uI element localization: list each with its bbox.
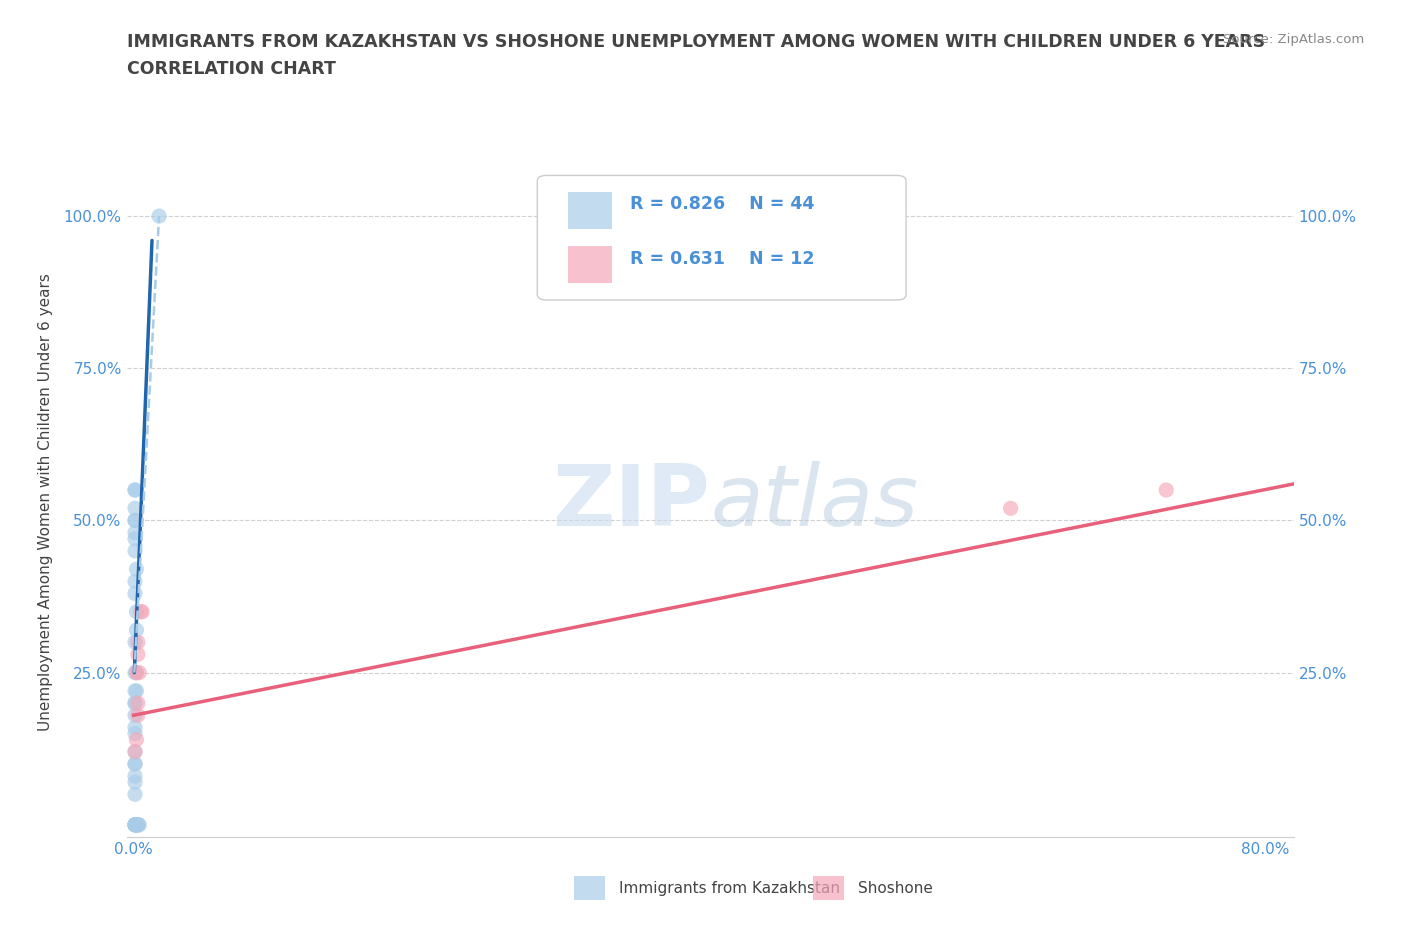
Point	[128, 817, 150, 832]
Text: Source: ZipAtlas.com: Source: ZipAtlas.com	[1223, 33, 1364, 46]
Point	[124, 586, 146, 601]
Point	[127, 647, 149, 662]
Text: Shoshone: Shoshone	[858, 881, 932, 896]
Point	[124, 744, 146, 759]
Point	[124, 483, 146, 498]
Point	[125, 562, 148, 577]
Point	[129, 604, 152, 619]
Point	[124, 574, 146, 589]
Point	[125, 665, 148, 680]
Bar	[568, 246, 612, 283]
Point	[125, 665, 148, 680]
Point	[124, 635, 146, 650]
Point	[124, 817, 146, 832]
Point	[124, 769, 146, 784]
Point	[124, 665, 146, 680]
Point	[125, 817, 148, 832]
Point	[124, 744, 146, 759]
Y-axis label: Unemployment Among Women with Children Under 6 years: Unemployment Among Women with Children U…	[38, 273, 52, 731]
Point	[127, 817, 149, 832]
Point	[124, 501, 146, 516]
Point	[127, 696, 149, 711]
Point	[124, 525, 146, 540]
Point	[125, 817, 148, 832]
Point	[124, 787, 146, 802]
Point	[124, 543, 146, 558]
FancyBboxPatch shape	[537, 176, 905, 300]
Point	[124, 696, 146, 711]
Text: IMMIGRANTS FROM KAZAKHSTAN VS SHOSHONE UNEMPLOYMENT AMONG WOMEN WITH CHILDREN UN: IMMIGRANTS FROM KAZAKHSTAN VS SHOSHONE U…	[127, 33, 1264, 50]
Point	[124, 720, 146, 735]
Point	[127, 817, 149, 832]
Point	[124, 513, 146, 528]
Text: CORRELATION CHART: CORRELATION CHART	[127, 60, 336, 78]
Text: ZIP: ZIP	[553, 460, 710, 544]
Point	[124, 817, 146, 832]
Point	[124, 696, 146, 711]
Point	[124, 817, 146, 832]
Point	[125, 604, 148, 619]
Text: R = 0.826    N = 44: R = 0.826 N = 44	[630, 195, 814, 213]
Point	[125, 684, 148, 698]
Point	[125, 622, 148, 637]
Point	[124, 817, 146, 832]
Point	[124, 817, 146, 832]
Point	[127, 817, 149, 832]
Point	[124, 513, 146, 528]
Text: atlas: atlas	[710, 460, 918, 544]
Point	[1154, 483, 1177, 498]
Point	[124, 726, 146, 741]
Point	[124, 684, 146, 698]
Point	[1000, 501, 1022, 516]
Point	[124, 483, 146, 498]
Text: Immigrants from Kazakhstan: Immigrants from Kazakhstan	[619, 881, 839, 896]
Point	[124, 775, 146, 790]
Point	[124, 756, 146, 771]
Point	[125, 817, 148, 832]
Point	[148, 208, 170, 223]
Point	[127, 635, 149, 650]
Point	[127, 708, 149, 723]
Point	[124, 756, 146, 771]
Bar	[568, 193, 612, 229]
Point	[131, 604, 153, 619]
Point	[124, 531, 146, 546]
Text: R = 0.631    N = 12: R = 0.631 N = 12	[630, 250, 814, 268]
Point	[125, 817, 148, 832]
Point	[125, 732, 148, 747]
Point	[124, 708, 146, 723]
Point	[128, 665, 150, 680]
Point	[125, 817, 148, 832]
